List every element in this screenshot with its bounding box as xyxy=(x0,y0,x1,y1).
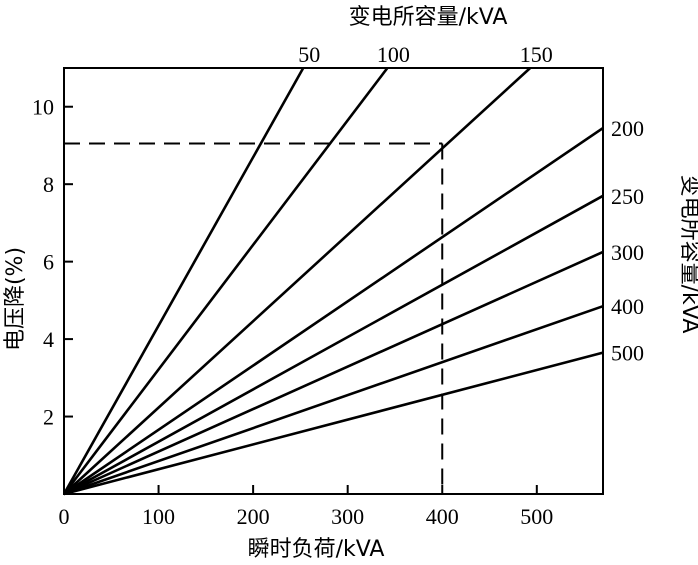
capacity-label-250: 250 xyxy=(611,184,644,209)
top-axis-title: 变电所容量/kVA xyxy=(349,5,508,30)
series-line-50 xyxy=(62,67,305,495)
y-tick-label: 10 xyxy=(32,95,54,120)
x-tick-label: 500 xyxy=(520,504,553,529)
y-tick-label: 2 xyxy=(43,405,54,430)
x-axis-title: 瞬时负荷/kVA xyxy=(248,537,385,562)
plot-frame xyxy=(63,67,604,495)
x-tick-label: 100 xyxy=(142,504,175,529)
series-line-200 xyxy=(63,126,604,496)
x-tick-label: 0 xyxy=(59,504,70,529)
x-tick-label: 400 xyxy=(426,504,459,529)
x-tick-label: 200 xyxy=(237,504,270,529)
capacity-label-400: 400 xyxy=(611,294,644,319)
x-ticks: 0 100 200 300 400 500 xyxy=(59,485,553,529)
series-line-100 xyxy=(62,67,389,495)
right-axis-title: 变电所容量/kVA xyxy=(677,175,698,334)
x-tick-label: 300 xyxy=(331,504,364,529)
series-layer xyxy=(62,67,604,496)
y-tick-label: 6 xyxy=(43,250,54,275)
y-tick-label: 8 xyxy=(43,172,54,197)
plot-border xyxy=(63,67,604,495)
capacity-labels: 50 100 150 200 250 300 400 500 xyxy=(298,42,644,366)
series-line-400 xyxy=(63,304,604,496)
series-line-500 xyxy=(63,351,604,496)
capacity-label-300: 300 xyxy=(611,240,644,265)
series-line-250 xyxy=(63,194,604,496)
series-line-150 xyxy=(63,67,532,495)
y-axis-title: 电压降(%) xyxy=(3,247,28,351)
y-tick-label: 4 xyxy=(43,327,54,352)
capacity-label-500: 500 xyxy=(611,341,644,366)
y-ticks: 2 4 6 8 10 xyxy=(32,95,73,430)
capacity-label-50: 50 xyxy=(298,42,320,67)
capacity-label-100: 100 xyxy=(377,42,410,67)
capacity-label-200: 200 xyxy=(611,116,644,141)
reference-layer xyxy=(64,142,444,494)
capacity-label-150: 150 xyxy=(520,42,553,67)
series-line-300 xyxy=(63,250,604,496)
